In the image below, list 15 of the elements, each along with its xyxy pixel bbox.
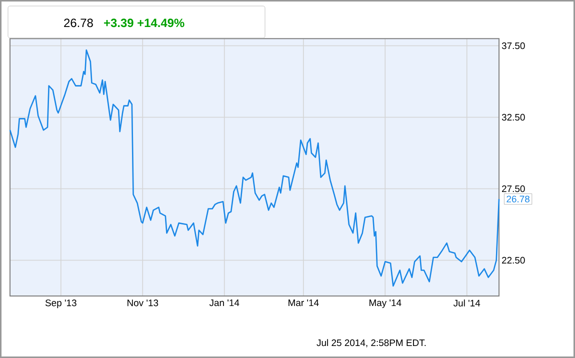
chart-title: 26.78 bbox=[64, 18, 93, 28]
x-tick-label: Mar '14 bbox=[288, 300, 319, 306]
line-series bbox=[9, 49, 500, 287]
x-tick-label: May '14 bbox=[369, 300, 402, 308]
annotation: 26.78 bbox=[506, 196, 530, 202]
chart-subtitle: +3.39 +14.49% bbox=[104, 18, 184, 28]
text: Jul 25 2014, 2:58PM EDT. bbox=[316, 339, 426, 348]
y-tick-label: 37.50 bbox=[502, 42, 525, 50]
y-tick-label: 32.50 bbox=[502, 114, 525, 121]
x-tick-label: Jul '14 bbox=[453, 300, 480, 306]
x-tick-label: Nov '13 bbox=[128, 300, 158, 306]
y-tick-label: 27.50 bbox=[502, 185, 525, 192]
x-tick-label: Sep '13 bbox=[45, 300, 76, 308]
x-tick-label: Jan '14 bbox=[209, 300, 240, 306]
y-tick-label: 22.50 bbox=[502, 256, 525, 264]
